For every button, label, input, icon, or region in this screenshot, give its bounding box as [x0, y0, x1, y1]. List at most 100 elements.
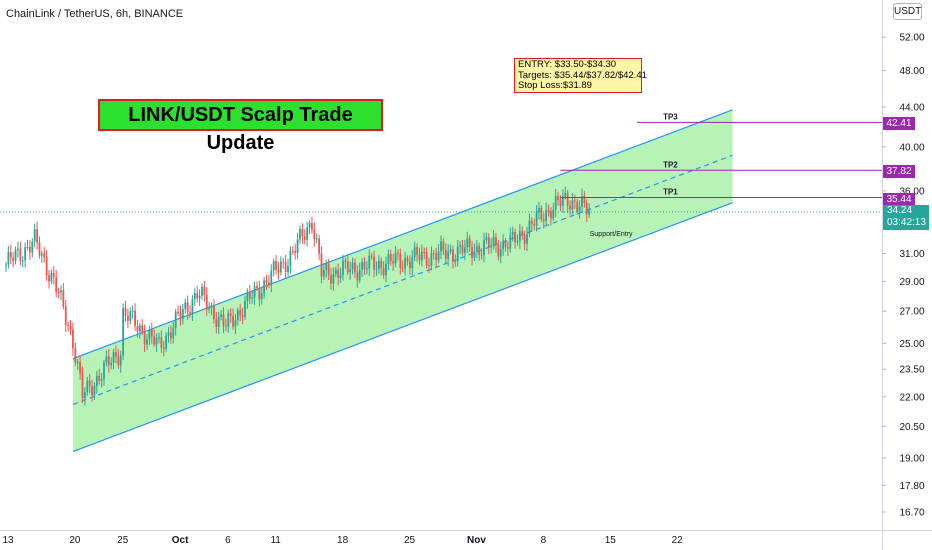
candle-body [33, 229, 36, 242]
candle-body [83, 392, 86, 399]
candle-body [538, 207, 540, 213]
candle-body [265, 280, 268, 283]
x-tick-label: 13 [2, 535, 14, 546]
candle-body [399, 253, 402, 268]
candle-body [533, 224, 536, 226]
candle-body [17, 248, 19, 250]
candle-body [81, 373, 84, 399]
candle-body [284, 261, 287, 273]
candle-body [557, 196, 559, 201]
trade-title-banner: LINK/USDT Scalp Trade Update [98, 99, 383, 154]
candle-body [268, 282, 270, 285]
candle-body [150, 329, 153, 337]
candle-body [170, 332, 172, 339]
candle-body [368, 255, 371, 269]
candle-body [473, 250, 476, 258]
candle-body [413, 246, 416, 258]
candle-body [146, 339, 148, 345]
candle-body [31, 241, 34, 253]
x-tick-label: 11 [270, 535, 281, 546]
y-tick-label: 16.70 [899, 508, 924, 519]
candle-body [263, 280, 266, 294]
candle-body [485, 237, 488, 241]
x-tick-label: Oct [172, 535, 189, 546]
y-tick-label: 27.00 [899, 307, 924, 318]
candle-body [93, 385, 96, 396]
candle-body [452, 249, 454, 262]
candle-body [234, 320, 237, 327]
candle-body [454, 261, 457, 263]
candle-body [535, 212, 538, 226]
x-tick-label: 22 [672, 535, 684, 546]
candle-body [112, 352, 115, 363]
candle-body [492, 236, 495, 246]
candle-body [239, 310, 242, 316]
y-tick-label: 36.00 [899, 186, 924, 197]
candle-body [552, 209, 555, 219]
candle-body [583, 195, 586, 203]
tp1-label: TP1 [663, 187, 678, 196]
candle-body [311, 223, 313, 230]
candle-body [203, 286, 206, 295]
x-tick-label: 20 [69, 535, 81, 546]
candle-body [346, 261, 349, 273]
candle-body [526, 233, 528, 244]
candle-body [502, 240, 505, 250]
candle-body [461, 244, 464, 253]
tp3-label: TP3 [663, 112, 678, 121]
candle-body [124, 307, 127, 316]
candle-body [148, 329, 151, 340]
candle-body [287, 266, 289, 273]
candle-body [325, 263, 328, 271]
candle-body [528, 220, 531, 234]
candle-body [158, 337, 160, 339]
x-tick-label: 18 [337, 535, 349, 546]
candle-body [74, 348, 77, 363]
candle-body [480, 254, 483, 256]
candle-body [554, 196, 557, 210]
candle-body [134, 310, 136, 326]
candle-body [516, 241, 519, 243]
candle-body [86, 380, 89, 393]
candle-body [571, 200, 574, 210]
candle-body [409, 261, 411, 269]
candle-body [296, 239, 299, 253]
currency-button[interactable]: USDT [893, 3, 922, 20]
candle-body [514, 232, 516, 243]
candle-body [394, 252, 397, 264]
candle-body [138, 325, 141, 332]
last-price-value: 34.24 [887, 205, 913, 216]
symbol-header: ChainLink / TetherUS, 6h, BINANCE [6, 8, 184, 20]
candle-body [129, 311, 132, 321]
channel-lower-line [72, 202, 733, 453]
bar-countdown: 03:42:13 [887, 217, 926, 228]
candle-body [172, 327, 175, 339]
candle-body [5, 264, 7, 266]
candle-body [246, 291, 249, 302]
candle-body [559, 200, 562, 206]
x-tick-label: 8 [541, 535, 547, 546]
tp2-label: TP2 [663, 160, 678, 169]
candle-body [487, 237, 490, 248]
candle-body [456, 246, 459, 262]
candle-body [447, 251, 450, 259]
candle-body [542, 219, 545, 222]
candle-body [14, 249, 17, 261]
candle-body [98, 375, 101, 381]
candle-body [332, 273, 335, 284]
candle-body [576, 201, 579, 212]
candle-body [294, 250, 297, 253]
candle-body [67, 324, 70, 327]
candle-body [29, 246, 31, 253]
y-tick-label: 25.00 [899, 339, 924, 350]
candle-body [177, 311, 179, 314]
candle-body [217, 316, 220, 327]
candle-body [428, 265, 430, 267]
y-tick-label: 48.00 [899, 66, 924, 77]
candle-body [432, 253, 435, 255]
candle-body [499, 249, 502, 257]
candle-body [251, 297, 254, 299]
candle-body [375, 268, 378, 270]
candle-body [100, 379, 103, 381]
